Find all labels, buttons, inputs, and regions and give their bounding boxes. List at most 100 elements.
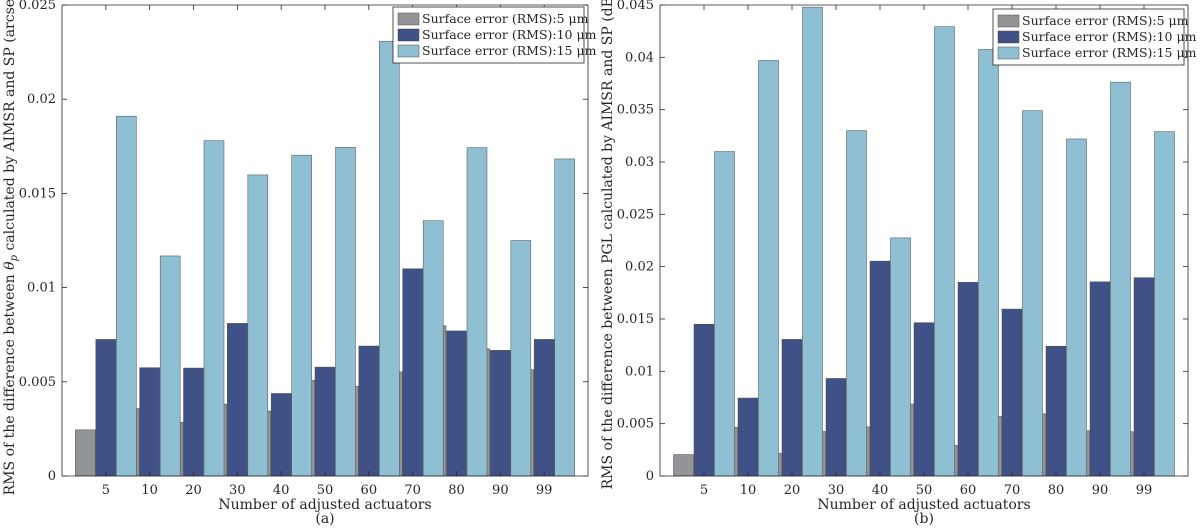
x-tick-label: 5	[700, 483, 708, 498]
bar-70-series-2	[402, 268, 423, 477]
x-tick-label: 10	[141, 483, 158, 498]
bar-5-series-1	[75, 429, 96, 477]
x-tick-label: 20	[185, 483, 202, 498]
bar-10-series-2	[737, 397, 759, 477]
legend-swatch	[997, 46, 1020, 60]
bar-70-series-3	[1022, 110, 1043, 477]
bar-90-series-2	[490, 350, 511, 477]
bar-20-series-2	[183, 367, 204, 477]
bar-60-series-2	[957, 282, 979, 477]
x-tick-label: 50	[317, 483, 334, 498]
bar-80-series-2	[1045, 345, 1067, 477]
legend-label: Surface error (RMS):15 μm	[422, 43, 597, 58]
x-tick-label: 80	[1048, 483, 1065, 498]
chart-panel-a: 0 0.005 0.01 0.015 0.02 0.025 5 10 20 30 40 50 60 70 8…	[2, 0, 597, 527]
x-tick-label: 20	[784, 483, 801, 498]
bar-99-series-2	[1133, 277, 1155, 477]
x-axis-title: Number of adjusted actuators	[218, 497, 431, 513]
bar-90-series-3	[1110, 81, 1131, 477]
bar-40-series-2	[270, 393, 292, 477]
legend-swatch	[397, 44, 420, 58]
y-tick-label: 0.01	[27, 281, 56, 296]
bar-80-series-3	[1066, 138, 1087, 477]
bar-5-series-3	[116, 115, 137, 477]
bar-40-series-3	[890, 237, 911, 477]
y-tick-label: 0.02	[625, 260, 654, 275]
panel-caption: (a)	[315, 511, 334, 527]
x-axis-title: Number of adjusted actuators	[817, 497, 1030, 513]
x-tick-label: 5	[102, 483, 110, 498]
y-tick-label: 0.025	[19, 0, 56, 13]
bar-10-series-3	[159, 255, 181, 477]
y-tick-label: 0.005	[19, 375, 56, 390]
y-tick-label: 0	[646, 469, 654, 484]
y-tick-label: 0.005	[617, 417, 654, 432]
x-tick-label: 99	[536, 483, 553, 498]
bar-30-series-2	[227, 323, 248, 477]
legend-swatch	[397, 12, 420, 26]
legend-label: Surface error (RMS):5 μm	[422, 11, 589, 26]
x-tick-label: 50	[916, 483, 933, 498]
legend-swatch	[397, 28, 420, 42]
x-tick-label: 80	[448, 483, 465, 498]
x-tick-label: 70	[404, 483, 421, 498]
bar-30-series-3	[247, 174, 269, 477]
x-tick-label: 70	[1004, 483, 1021, 498]
legend-label: Surface error (RMS):10 μm	[422, 27, 597, 42]
legend-label: Surface error (RMS):5 μm	[1022, 13, 1189, 28]
bar-50-series-3	[934, 26, 955, 477]
x-tick-label: 90	[492, 483, 509, 498]
x-tick-label: 60	[361, 483, 378, 498]
x-tick-label: 40	[273, 483, 290, 498]
bar-40-series-3	[291, 154, 312, 477]
y-tick-label: 0.015	[617, 312, 654, 327]
bar-80-series-3	[466, 147, 488, 477]
y-tick-label: 0.01	[625, 364, 654, 379]
legend-label: Surface error (RMS):15 μm	[1022, 45, 1197, 60]
legend-label: Surface error (RMS):10 μm	[1022, 29, 1197, 44]
bar-10-series-3	[758, 60, 779, 477]
bar-40-series-2	[869, 260, 891, 477]
bar-30-series-3	[846, 130, 867, 477]
bar-5-series-2	[693, 323, 715, 477]
x-tick-label: 30	[229, 483, 246, 498]
bar-20-series-3	[203, 140, 225, 477]
x-tick-label: 90	[1092, 483, 1109, 498]
y-axis-title: RMS of the difference between PGL calcul…	[600, 0, 616, 489]
x-tick-label: 30	[828, 483, 845, 498]
y-tick-label: 0.015	[19, 186, 56, 201]
panel-caption: (b)	[914, 511, 934, 527]
y-tick-label: 0.045	[617, 0, 654, 13]
bar-99-series-3	[554, 158, 575, 477]
bar-20-series-2	[781, 339, 803, 477]
chart-panel-b: 0 0.005 0.01 0.015 0.02 0.025 0.03 0.035 0.04 0.0…	[600, 0, 1197, 527]
y-tick-label: 0.03	[625, 155, 654, 170]
bar-99-series-3	[1154, 131, 1175, 477]
bar-90-series-2	[1089, 281, 1111, 477]
bar-60-series-3	[379, 40, 400, 477]
bar-20-series-3	[802, 6, 823, 477]
bar-60-series-3	[978, 49, 999, 477]
bar-10-series-2	[139, 367, 160, 477]
y-tick-label: 0.04	[625, 50, 654, 65]
bar-5-series-3	[714, 151, 735, 477]
bar-30-series-2	[825, 378, 847, 477]
bar-5-series-2	[95, 339, 117, 477]
bar-70-series-3	[422, 220, 444, 477]
y-axis-title: RMS of the difference between θp calcula…	[2, 0, 20, 495]
bar-70-series-2	[1001, 308, 1023, 477]
legend-box	[392, 6, 585, 64]
bar-60-series-2	[358, 345, 380, 477]
x-tick-label: 40	[872, 483, 889, 498]
y-tick-label: 0.035	[617, 103, 654, 118]
bar-90-series-3	[510, 240, 532, 477]
x-tick-label: 99	[1136, 483, 1153, 498]
bar-50-series-2	[314, 366, 336, 477]
y-tick-label: 0	[48, 469, 56, 484]
legend-swatch	[997, 14, 1020, 28]
legend-swatch	[997, 30, 1020, 44]
legend-box	[992, 8, 1185, 66]
bar-80-series-2	[446, 330, 467, 477]
